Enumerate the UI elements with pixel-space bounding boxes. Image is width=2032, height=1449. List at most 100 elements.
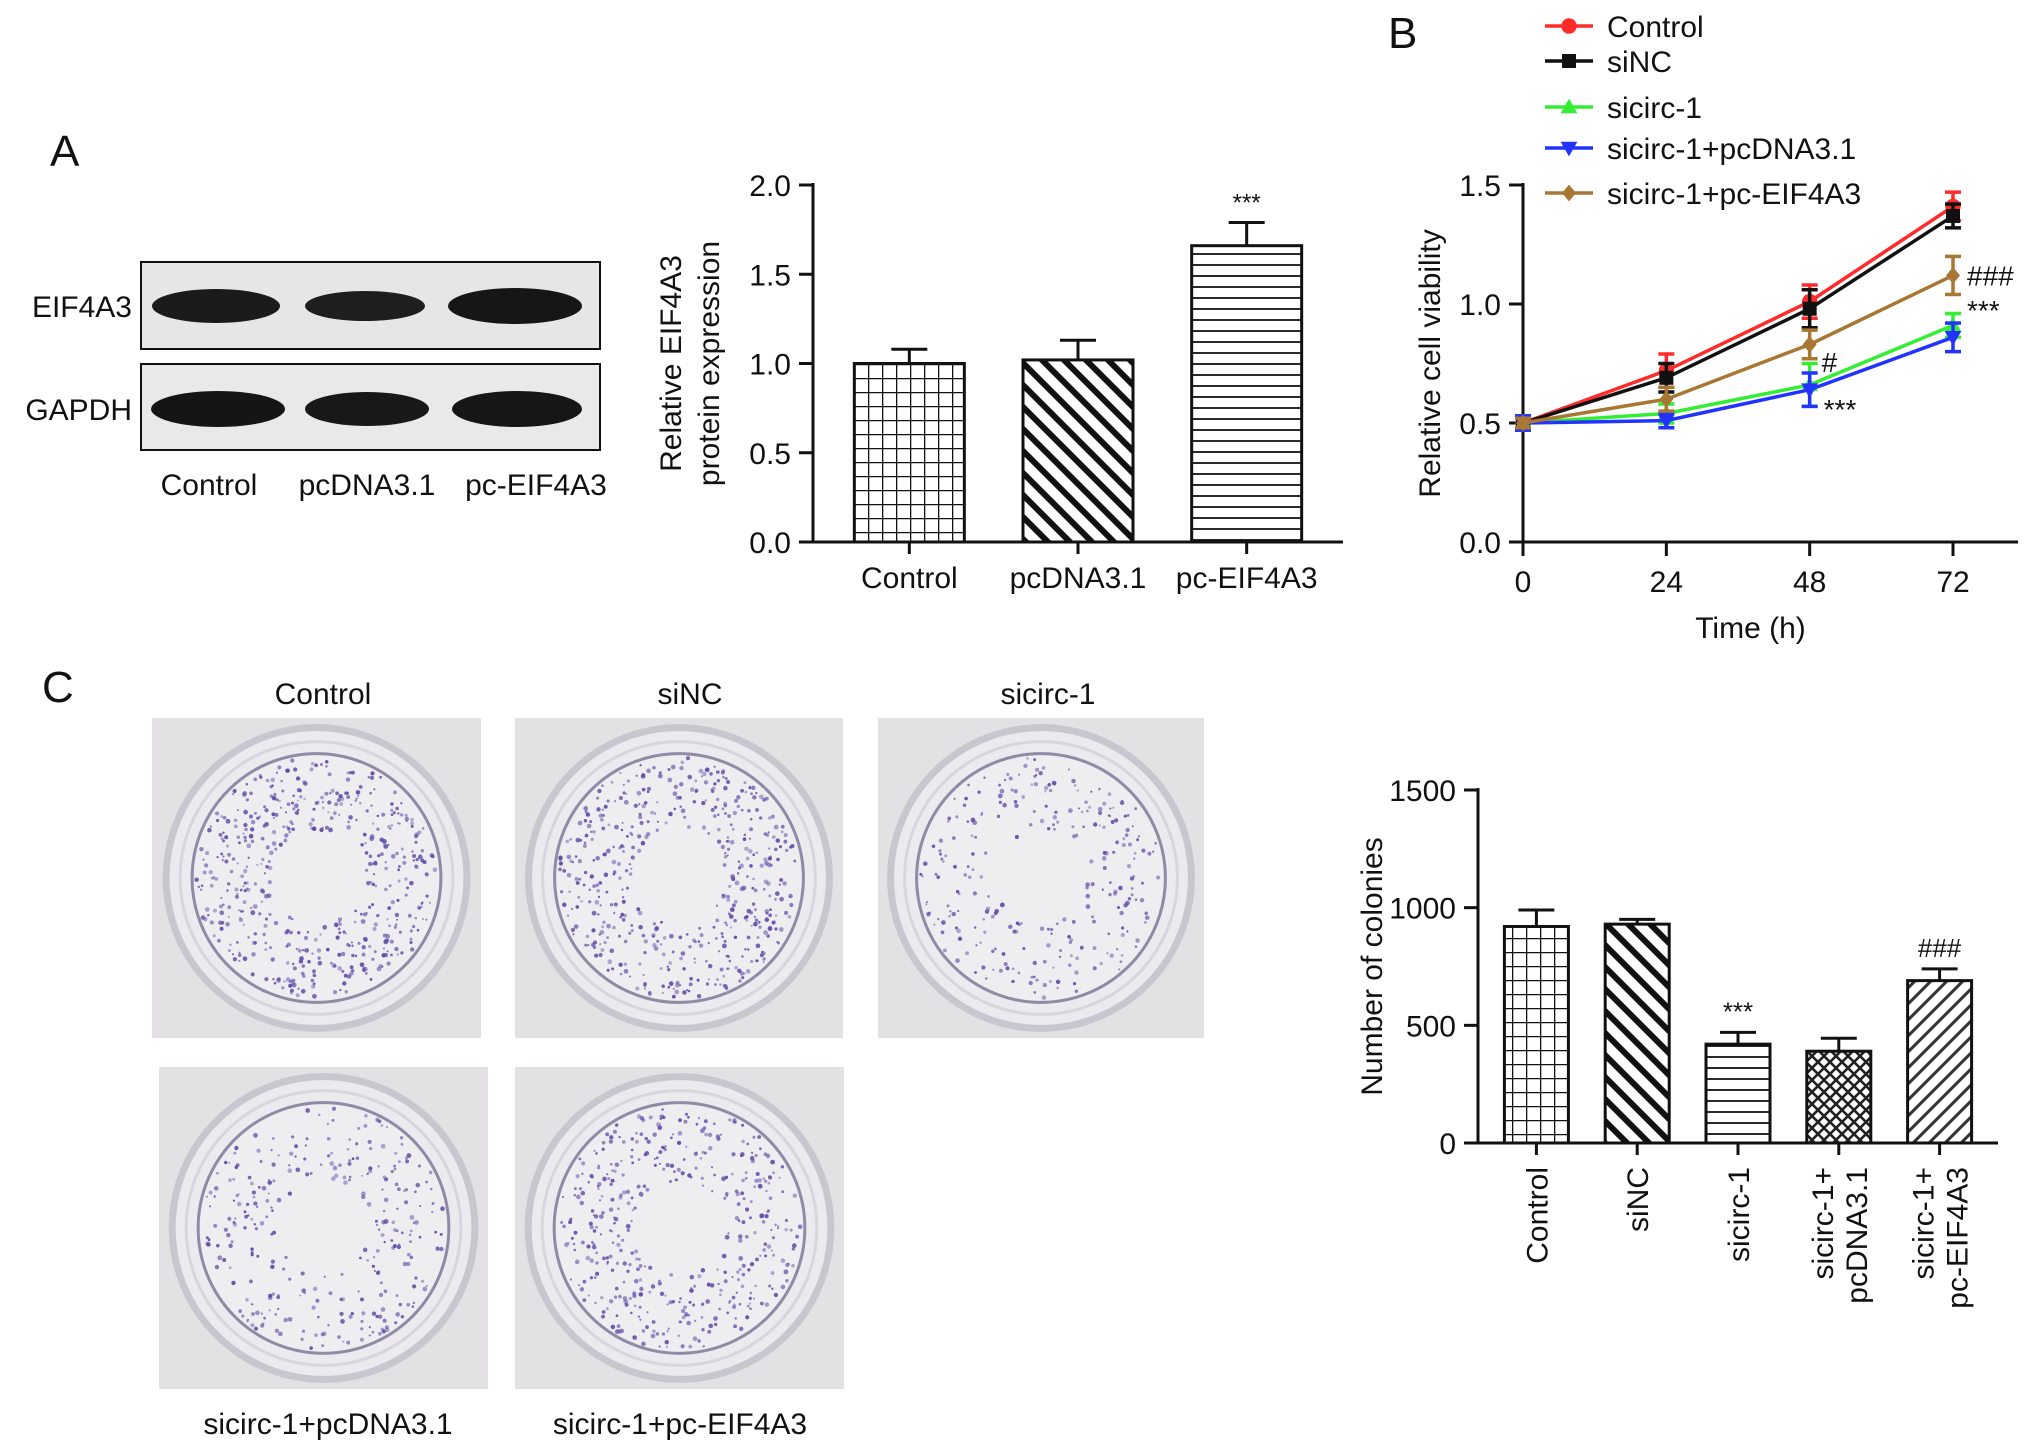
y-tick-label: 0.5 (749, 438, 791, 471)
significance-mark: ### (1967, 260, 2014, 291)
y-tick-label: 1.0 (1459, 289, 1501, 322)
colony-dots (194, 758, 438, 999)
blot-band (448, 288, 582, 324)
legend-marker (1562, 54, 1576, 68)
dish-well (915, 752, 1167, 1004)
bar (1906, 979, 1974, 1145)
y-tick-label: 1500 (1389, 775, 1456, 808)
dish-well (190, 752, 443, 1004)
x-tick-label: 48 (1793, 566, 1826, 599)
legend-marker (1562, 184, 1576, 202)
legend-marker (1560, 141, 1578, 157)
bar-chart-eif4a3-expression: 0.0 0.5 1.0 1.5 2.0 Control pcDNA3.1 *** pc-EIF4… (655, 170, 1343, 595)
plate-label: Control (275, 678, 372, 711)
x-tick-label: pcDNA3.1 (1841, 1167, 1874, 1304)
blot-band (151, 391, 285, 427)
significance-mark: ### (1918, 933, 1962, 963)
blot-band (305, 291, 425, 321)
data-point (1659, 370, 1674, 385)
x-tick-label: 72 (1936, 566, 1969, 599)
dish-inner-ring (184, 1089, 463, 1367)
blot-row-label-eif4a3: EIF4A3 (32, 291, 132, 324)
y-tick-label: 0.0 (749, 527, 791, 560)
significance-mark: # (1822, 347, 1838, 378)
bar (852, 362, 966, 544)
colony-dots (558, 756, 797, 999)
x-tick-label: sicirc-1+ (1908, 1167, 1941, 1280)
y-tick-label: 2.0 (749, 170, 791, 203)
x-tick-label: Control (1521, 1167, 1554, 1264)
y-axis-label: Number of colonies (1356, 837, 1389, 1095)
blot-band (305, 392, 429, 426)
bar (1021, 358, 1135, 544)
bar-chart-colony-number: 0 500 1000 1500 Control siNC *** sicirc-1 sicirc… (1356, 775, 1998, 1309)
colony-plates: Control siNC sicirc-1 sicirc-1+pcDNA3.1 sici… (152, 678, 1204, 1441)
dish-well (196, 1101, 451, 1355)
y-tick-label: 500 (1406, 1010, 1456, 1043)
legend-label: Control (1607, 11, 1704, 44)
blot-bands (151, 288, 582, 427)
blot-band (152, 289, 280, 323)
colony-dots (560, 1108, 803, 1349)
series-line (1522, 273, 1954, 425)
bar (1190, 244, 1304, 544)
legend-label: sicirc-1+pcDNA3.1 (1607, 133, 1856, 166)
data-point (1944, 331, 1962, 346)
y-tick-label: 0 (1439, 1128, 1456, 1161)
significance-mark: *** (1824, 394, 1857, 425)
significance-mark: *** (1967, 295, 2000, 326)
line-chart-cell-viability: 0.0 0.5 1.0 1.5 0 24 48 72 Time (h) Relative cell… (1414, 11, 2018, 645)
bar (1805, 1049, 1873, 1145)
blot-row-label-gapdh: GAPDH (25, 394, 132, 427)
blot-lane-label: Control (161, 469, 258, 502)
data-point (1801, 383, 1819, 399)
x-tick-label: 24 (1650, 566, 1683, 599)
x-tick-label: sicirc-1 (1723, 1167, 1756, 1262)
y-axis-label: protein expression (693, 241, 726, 486)
series-line (1522, 214, 1954, 425)
panel-label-b: B (1388, 9, 1417, 58)
dish-inner-ring (178, 740, 455, 1016)
colony-dots (205, 1106, 445, 1350)
y-tick-label: 1000 (1389, 893, 1456, 926)
data-point (1659, 390, 1674, 408)
y-tick-label: 1.0 (749, 349, 791, 382)
blot-band (452, 391, 582, 427)
dish-well (553, 752, 805, 1004)
series-line (1522, 323, 1954, 425)
series-line (1522, 335, 1954, 425)
legend-label: sicirc-1+pc-EIF4A3 (1607, 178, 1861, 211)
x-tick-label: sicirc-1+ (1807, 1167, 1840, 1280)
colony-dots (919, 757, 1161, 1000)
x-tick-label: siNC (1622, 1167, 1655, 1232)
significance-mark: *** (1233, 189, 1261, 216)
legend-marker (1561, 18, 1577, 34)
data-point (1516, 414, 1530, 432)
dish-inner-ring (903, 740, 1179, 1016)
significance-mark: *** (1723, 996, 1753, 1026)
dish-inner-ring (541, 740, 817, 1016)
y-tick-label: 1.5 (749, 259, 791, 292)
western-blot: EIF4A3 GAPDH Control pcDNA3.1 pc-EIF4A3 (25, 261, 607, 502)
legend-marker (1560, 98, 1578, 114)
y-tick-label: 1.5 (1459, 170, 1501, 203)
series-line (1522, 204, 1954, 425)
panel-label-a: A (50, 127, 80, 176)
legend-label: siNC (1607, 46, 1672, 79)
legend-label: sicirc-1 (1607, 92, 1702, 125)
data-point (1946, 208, 1960, 223)
dish-inner-ring (540, 1089, 819, 1367)
bar (1502, 924, 1570, 1145)
data-point (1802, 301, 1817, 316)
plate-label: sicirc-1 (1001, 678, 1096, 711)
plate-label: sicirc-1+pcDNA3.1 (203, 1408, 452, 1441)
blot-lane-label: pc-EIF4A3 (465, 469, 607, 502)
data-point (1946, 267, 1960, 284)
x-tick-label: pcDNA3.1 (1010, 562, 1147, 595)
x-tick-label: Control (861, 562, 958, 595)
y-axis-label: Relative cell viability (1414, 229, 1447, 497)
plate-label: siNC (658, 678, 723, 711)
y-tick-label: 0.5 (1459, 408, 1501, 441)
x-tick-label: 0 (1515, 566, 1532, 599)
